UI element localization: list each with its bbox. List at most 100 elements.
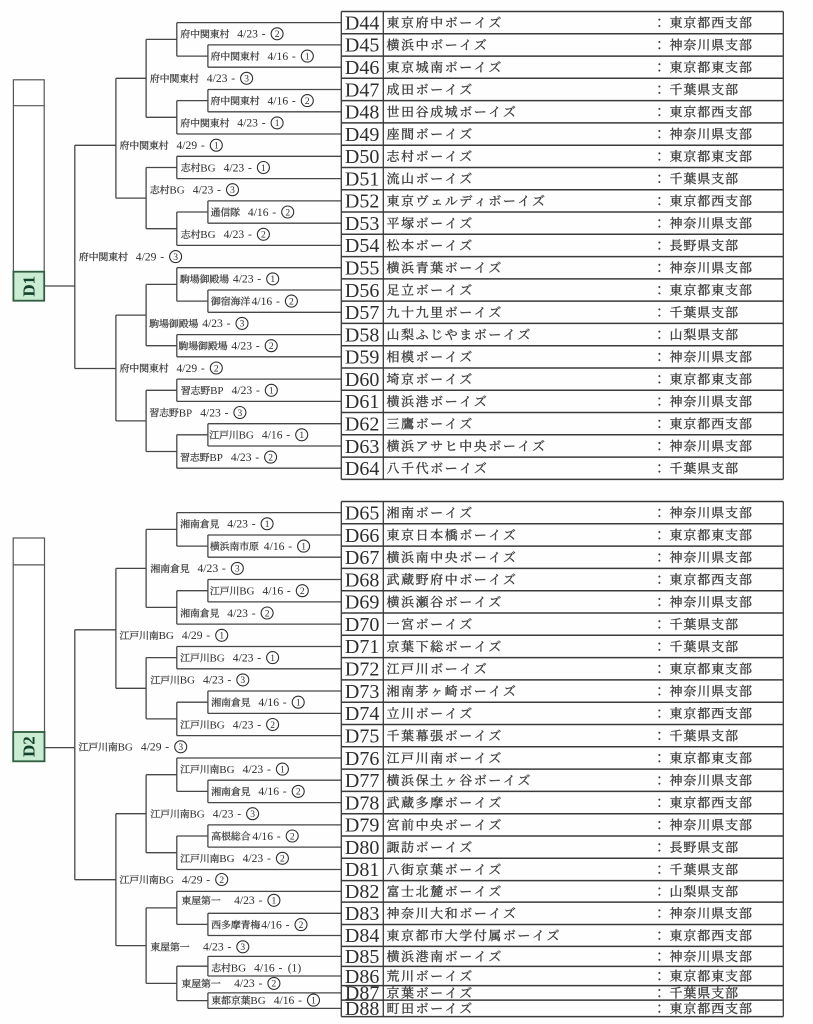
svg-text:4/16: 4/16 <box>268 94 289 107</box>
svg-text:2: 2 <box>280 855 285 865</box>
svg-text:B: B <box>118 742 125 754</box>
svg-text:-: - <box>287 585 291 598</box>
svg-text:1: 1 <box>280 765 285 775</box>
svg-text:-: - <box>283 785 287 798</box>
svg-text:D47: D47 <box>345 79 379 101</box>
svg-text:3: 3 <box>240 943 245 953</box>
svg-text:B: B <box>210 385 217 397</box>
svg-text:-: - <box>267 852 271 865</box>
svg-text:B: B <box>210 652 217 664</box>
svg-text:4/23: 4/23 <box>231 340 252 353</box>
svg-text:4/16: 4/16 <box>254 962 275 975</box>
svg-text:2: 2 <box>219 876 224 886</box>
svg-text:4/23: 4/23 <box>193 184 214 197</box>
svg-text:4/16: 4/16 <box>261 918 282 931</box>
svg-text:G: G <box>217 652 225 664</box>
svg-text:D81: D81 <box>345 859 379 881</box>
svg-text:4/29: 4/29 <box>141 741 162 754</box>
svg-text:-: - <box>227 317 231 330</box>
svg-text:3: 3 <box>244 75 249 85</box>
svg-text:-: - <box>227 674 231 687</box>
svg-text:4/29: 4/29 <box>136 250 157 263</box>
svg-text:-: - <box>292 94 296 107</box>
svg-text:-: - <box>231 72 235 85</box>
svg-text:2: 2 <box>265 609 270 619</box>
svg-text:4/23: 4/23 <box>243 852 264 865</box>
svg-text:3: 3 <box>173 253 178 263</box>
svg-text:B: B <box>190 809 197 821</box>
svg-text:4/23: 4/23 <box>224 228 245 241</box>
svg-text:-: - <box>257 273 261 286</box>
svg-text:G: G <box>177 185 185 197</box>
svg-text:B: B <box>219 764 226 776</box>
svg-text:G: G <box>227 764 235 776</box>
svg-text:4/23: 4/23 <box>243 763 264 776</box>
svg-text:2: 2 <box>299 921 304 931</box>
svg-text:1: 1 <box>219 632 224 642</box>
svg-text:D86: D86 <box>345 966 379 988</box>
svg-text:-: - <box>256 384 260 397</box>
svg-text:G: G <box>227 853 235 865</box>
svg-text:-: - <box>160 250 164 263</box>
svg-text:-: - <box>288 540 292 553</box>
svg-text:4/23: 4/23 <box>203 941 224 954</box>
svg-text:3: 3 <box>235 565 240 575</box>
svg-text:D52: D52 <box>345 191 379 213</box>
svg-text:2: 2 <box>275 30 280 40</box>
svg-text:4/23: 4/23 <box>237 28 258 41</box>
svg-text:-: - <box>206 629 210 642</box>
svg-text:G: G <box>258 995 266 1007</box>
svg-text:G: G <box>247 586 255 598</box>
svg-text:B: B <box>239 586 246 598</box>
svg-text:1: 1 <box>305 52 310 62</box>
svg-text:-: - <box>248 228 252 241</box>
svg-text:3: 3 <box>230 186 235 196</box>
svg-text:4/23: 4/23 <box>200 406 221 419</box>
svg-text:B: B <box>180 675 187 687</box>
svg-text:1: 1 <box>270 275 275 285</box>
svg-text:4/23: 4/23 <box>198 562 219 575</box>
svg-text:-: - <box>255 451 259 464</box>
svg-text:D61: D61 <box>345 391 379 413</box>
svg-text:G: G <box>208 162 216 174</box>
svg-text:-: - <box>206 873 210 886</box>
svg-text:D72: D72 <box>345 659 379 681</box>
svg-text:-: - <box>257 718 261 731</box>
svg-text:D73: D73 <box>345 681 379 703</box>
svg-text:D59: D59 <box>345 347 379 369</box>
svg-text:-: - <box>259 894 263 907</box>
svg-text:B: B <box>219 853 226 865</box>
svg-text:D58: D58 <box>345 324 379 346</box>
svg-text:2: 2 <box>285 208 290 218</box>
svg-text:4/23: 4/23 <box>224 161 245 174</box>
svg-text:D60: D60 <box>345 369 379 391</box>
svg-text:-: - <box>248 161 252 174</box>
svg-text:1: 1 <box>265 520 270 530</box>
svg-text:D46: D46 <box>345 57 379 79</box>
svg-text:D64: D64 <box>345 458 379 480</box>
svg-text:-: - <box>225 406 229 419</box>
svg-text:-: - <box>262 28 266 41</box>
svg-text:2: 2 <box>272 980 277 990</box>
svg-text:-: - <box>237 808 241 821</box>
svg-text:4/23: 4/23 <box>213 808 234 821</box>
svg-text:1: 1 <box>301 542 306 552</box>
svg-text:-: - <box>256 340 260 353</box>
svg-text:2: 2 <box>305 97 310 107</box>
svg-text:4/23: 4/23 <box>232 384 253 397</box>
svg-text:3: 3 <box>240 320 245 330</box>
svg-text:2: 2 <box>290 832 295 842</box>
svg-text:-: - <box>257 651 261 664</box>
svg-text:-: - <box>277 830 281 843</box>
svg-text:D78: D78 <box>345 792 379 814</box>
svg-text:-: - <box>267 763 271 776</box>
svg-text:B: B <box>159 874 166 886</box>
svg-text:B: B <box>250 995 257 1007</box>
svg-text:1: 1 <box>296 699 301 709</box>
svg-text:P: P <box>217 452 223 464</box>
svg-text:3: 3 <box>178 743 183 753</box>
svg-text:4/16: 4/16 <box>274 994 295 1007</box>
svg-text:-: - <box>222 562 226 575</box>
svg-text:1: 1 <box>270 654 275 664</box>
svg-text:B: B <box>179 407 186 419</box>
